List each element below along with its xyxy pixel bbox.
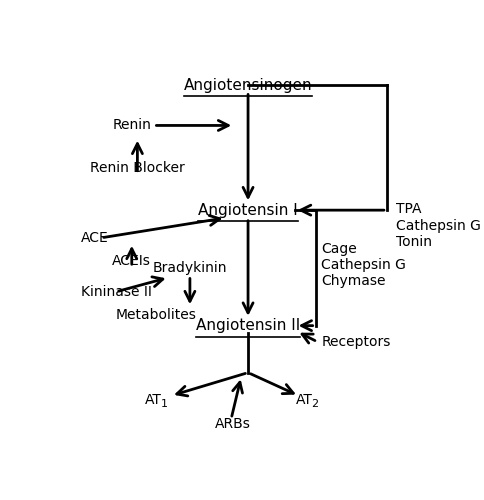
Text: Angiotensinogen: Angiotensinogen xyxy=(184,78,312,92)
Text: ACEIs: ACEIs xyxy=(112,254,151,268)
Text: 2: 2 xyxy=(311,399,318,409)
Text: ARBs: ARBs xyxy=(215,417,251,431)
Text: Cage
Cathepsin G
Chymase: Cage Cathepsin G Chymase xyxy=(321,242,406,288)
Text: ACE: ACE xyxy=(81,231,109,245)
Text: Renin Blocker: Renin Blocker xyxy=(90,161,185,175)
Text: Renin: Renin xyxy=(112,118,151,132)
Text: Angiotensin II: Angiotensin II xyxy=(196,318,300,333)
Text: 1: 1 xyxy=(161,399,167,409)
Text: AT: AT xyxy=(145,392,162,406)
Text: TPA
Cathepsin G
Tonin: TPA Cathepsin G Tonin xyxy=(396,202,481,248)
Text: Metabolites: Metabolites xyxy=(116,308,197,322)
Text: Bradykinin: Bradykinin xyxy=(152,261,227,275)
Text: AT: AT xyxy=(296,392,313,406)
Text: Receptors: Receptors xyxy=(321,335,391,349)
Text: Kininase II: Kininase II xyxy=(81,285,152,299)
Text: Angiotensin I: Angiotensin I xyxy=(198,202,298,218)
